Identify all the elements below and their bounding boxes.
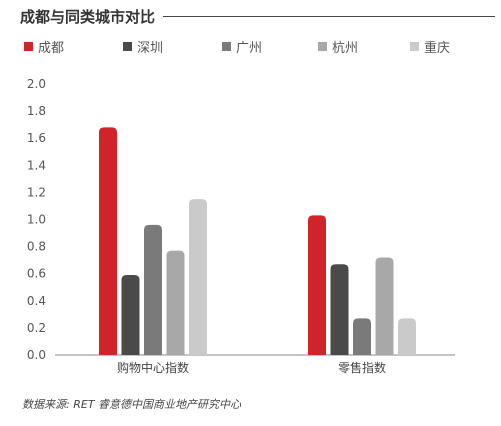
legend-item-hangzhou: 杭州	[318, 37, 410, 56]
title-divider	[163, 15, 495, 17]
y-tick-label: 1.4	[27, 158, 46, 172]
chart-title-row: 成都与同类城市对比	[20, 4, 495, 28]
legend-item-guangzhou: 广州	[222, 37, 318, 56]
bar-1-3	[375, 257, 394, 355]
x-category-label: 零售指数	[338, 360, 386, 375]
legend-label-chongqing: 重庆	[424, 40, 451, 56]
bar-0-2	[144, 224, 162, 355]
legend-swatch-hangzhou	[318, 41, 327, 51]
bar-0-3	[166, 250, 185, 355]
x-category-label: 购物中心指数	[117, 360, 189, 375]
bar-1-4	[398, 318, 416, 355]
bar-1-1	[330, 264, 349, 355]
chart-title: 成都与同类城市对比	[20, 7, 156, 26]
legend-label-hangzhou: 杭州	[332, 40, 359, 56]
y-tick-label: 0.4	[27, 294, 46, 308]
y-tick-label: 1.6	[27, 131, 46, 145]
bar-0-4	[189, 199, 207, 355]
bar-0-0	[99, 127, 117, 355]
legend-swatch-chengdu	[24, 41, 33, 51]
bar-chart: 0.0 0.2 0.4 0.6 0.8 1.0 1.2 1.4 1.6 1.8 2.0 购物中心指数 零…	[27, 77, 455, 375]
legend-label-shenzhen: 深圳	[137, 40, 164, 56]
y-tick-label: 1.2	[27, 185, 46, 199]
legend-label-chengdu: 成都	[38, 40, 65, 56]
y-tick-label: 1.0	[27, 213, 46, 227]
legend-swatch-guangzhou	[222, 41, 231, 51]
data-source-note: 数据来源: RET 睿意德中国商业地产研究中心	[22, 398, 242, 411]
legend-item-shenzhen: 深圳	[123, 37, 222, 56]
bar-1-0	[308, 215, 326, 355]
legend-item-chongqing: 重庆	[410, 37, 480, 56]
chart-legend: 成都 深圳 广州 杭州 重庆	[24, 36, 494, 56]
y-tick-label: 0.6	[27, 267, 46, 281]
legend-item-chengdu: 成都	[24, 37, 123, 56]
legend-label-guangzhou: 广州	[236, 40, 263, 56]
y-tick-label: 0.2	[27, 321, 46, 335]
y-tick-label: 1.8	[27, 104, 46, 118]
bar-1-2	[353, 318, 371, 355]
legend-swatch-chongqing	[410, 41, 419, 51]
y-tick-label: 0.8	[27, 240, 46, 254]
y-tick-label: 2.0	[27, 77, 46, 91]
y-tick-label: 0.0	[27, 348, 46, 362]
bar-0-1	[121, 275, 140, 355]
legend-swatch-shenzhen	[123, 41, 132, 51]
